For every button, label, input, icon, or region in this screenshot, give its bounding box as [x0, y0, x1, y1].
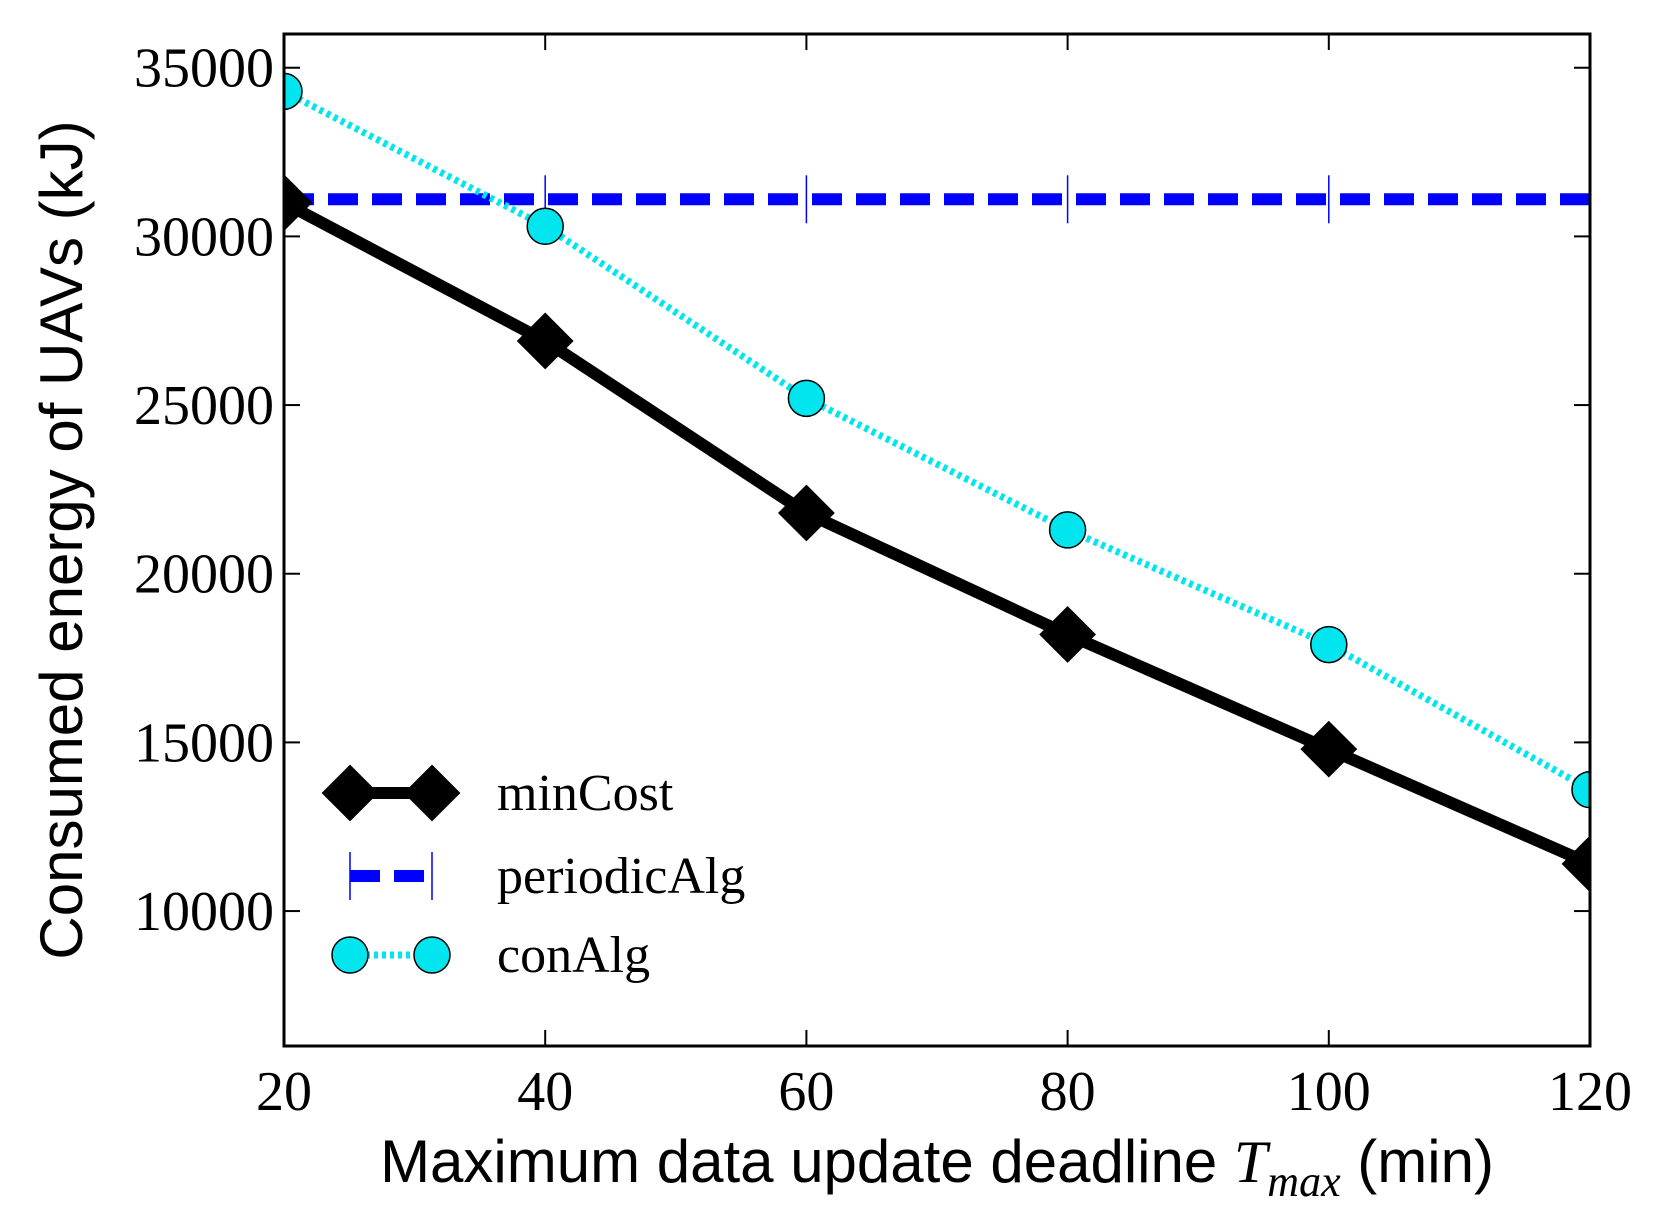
- x-tick-label: 120: [1548, 1061, 1632, 1123]
- x-axis-title: Maximum data update deadline Tmax (min): [380, 1128, 1494, 1206]
- x-axis-title-text: Maximum data update deadline: [380, 1128, 1217, 1195]
- legend-label: minCost: [497, 765, 674, 822]
- y-tick-label: 25000: [134, 375, 274, 437]
- data-point-conAlg: [284, 72, 303, 111]
- series-periodicAlg: [284, 175, 1590, 224]
- x-tick-label: 100: [1287, 1061, 1371, 1123]
- data-point-minCost: [1561, 835, 1590, 893]
- series-line-conAlg: [284, 88, 1590, 793]
- series-conAlg: [284, 72, 1590, 809]
- y-tick-label: 10000: [134, 881, 274, 943]
- y-axis-title: Consumed energy of UAVs (kJ): [28, 120, 95, 959]
- data-point-minCost: [284, 174, 313, 232]
- data-point-minCost: [1300, 720, 1358, 778]
- plot-series: [284, 72, 1590, 893]
- x-tick-label: 40: [517, 1061, 573, 1123]
- y-tick-label: 35000: [134, 38, 274, 100]
- x-tick-label: 20: [256, 1061, 312, 1123]
- data-point-minCost: [1039, 606, 1097, 663]
- plot-frame: [282, 32, 1592, 1048]
- series-minCost: [284, 174, 1590, 893]
- legend-item-minCost: minCost: [321, 764, 674, 822]
- legend-item-conAlg: conAlg: [331, 927, 650, 984]
- legend-label: periodicAlg: [497, 848, 745, 905]
- legend-item-periodicAlg: periodicAlg: [349, 848, 745, 905]
- legend: minCost periodicAlg conAlg: [321, 764, 745, 984]
- y-axis-title-text: Consumed energy of UAVs (kJ): [28, 120, 95, 959]
- x-tick-label: 80: [1040, 1061, 1096, 1123]
- y-tick-label: 15000: [134, 712, 274, 774]
- axis-ticks: 20 40 60 80 100 120 10000 15000 20000 25000 30000 3…: [134, 34, 1632, 1123]
- y-tick-label: 30000: [134, 206, 274, 268]
- x-axis-subscript: max: [1267, 1157, 1341, 1206]
- legend-marker: [331, 936, 369, 974]
- legend-marker: [413, 936, 451, 974]
- data-point-minCost: [777, 484, 835, 542]
- y-tick-label: 20000: [134, 544, 274, 606]
- legend-label: conAlg: [497, 927, 650, 984]
- x-axis-symbol: T: [1234, 1129, 1271, 1195]
- series-line-minCost: [284, 197, 1590, 870]
- data-point-minCost: [516, 312, 574, 370]
- data-point-conAlg: [1048, 511, 1087, 549]
- legend-marker: [403, 764, 461, 822]
- data-point-conAlg: [1571, 770, 1590, 809]
- legend-marker: [321, 764, 379, 822]
- data-point-conAlg: [787, 379, 826, 418]
- x-tick-label: 60: [778, 1061, 834, 1123]
- data-point-conAlg: [526, 207, 564, 246]
- x-axis-unit: (min): [1357, 1128, 1494, 1195]
- data-point-conAlg: [1310, 625, 1348, 664]
